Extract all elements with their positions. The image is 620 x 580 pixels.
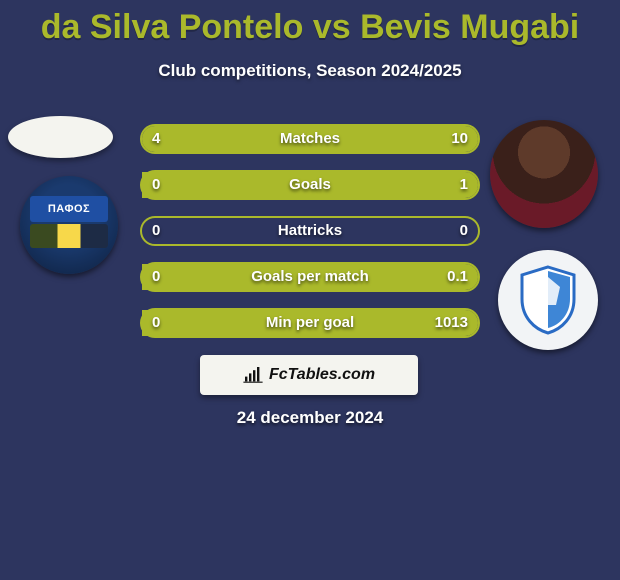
stat-label: Matches (142, 126, 478, 152)
comparison-title: da Silva Pontelo vs Bevis Mugabi (0, 0, 620, 47)
stat-label: Goals (142, 172, 478, 198)
stat-row: 00.1Goals per match (140, 262, 480, 292)
player-right-club-badge (498, 250, 598, 350)
comparison-subtitle: Club competitions, Season 2024/2025 (0, 61, 620, 81)
club-badge-text: ΠΑΦΟΣ (30, 196, 108, 222)
player-left-club-badge: ΠΑΦΟΣ (20, 176, 118, 274)
club-badge-accent (30, 224, 108, 248)
stat-row: 01013Min per goal (140, 308, 480, 338)
stat-row: 00Hattricks (140, 216, 480, 246)
stats-container: 410Matches 01Goals 00Hattricks 00.1Goals pe… (140, 124, 480, 354)
attribution-box[interactable]: FcTables.com (200, 355, 418, 395)
shield-icon (518, 265, 578, 335)
stat-row: 01Goals (140, 170, 480, 200)
player-right-photo (490, 120, 598, 228)
attribution-text: FcTables.com (269, 366, 375, 384)
bar-chart-icon (243, 367, 263, 383)
stat-label: Goals per match (142, 264, 478, 290)
stat-row: 410Matches (140, 124, 480, 154)
player-left-photo-placeholder (8, 116, 113, 158)
stat-label: Hattricks (142, 218, 478, 244)
stat-label: Min per goal (142, 310, 478, 336)
generated-date: 24 december 2024 (0, 408, 620, 428)
